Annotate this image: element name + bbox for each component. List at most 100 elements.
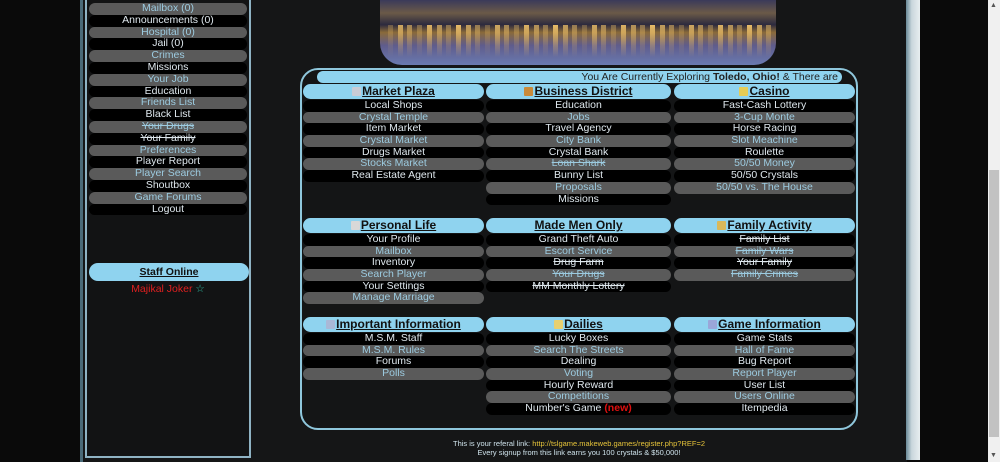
sidebar-item[interactable]: Shoutbox bbox=[89, 179, 247, 192]
menu-link[interactable]: Fast-Cash Lottery bbox=[674, 99, 855, 112]
menu-link[interactable]: Hourly Reward bbox=[486, 379, 671, 392]
menu-link[interactable]: Your Family bbox=[674, 257, 855, 270]
menu-link[interactable]: Competitions bbox=[486, 391, 671, 404]
scroll-up-icon[interactable]: ▲ bbox=[990, 2, 997, 9]
menu-link[interactable]: Search Player bbox=[303, 268, 484, 281]
scroll-down-icon[interactable]: ▼ bbox=[990, 452, 997, 459]
menu-link[interactable]: Mailbox bbox=[303, 245, 484, 258]
section-title[interactable]: Made Men Only bbox=[534, 218, 623, 232]
sidebar-item[interactable]: Player Search bbox=[89, 167, 247, 180]
scrollbar-thumb[interactable] bbox=[989, 170, 999, 437]
menu-link[interactable]: Number's Game (new) bbox=[486, 402, 671, 415]
menu-link[interactable]: M.S.M. Staff bbox=[303, 332, 484, 345]
section-header[interactable]: Casino bbox=[674, 84, 855, 99]
menu-link[interactable]: Report Player bbox=[674, 367, 855, 380]
menu-link[interactable]: Missions bbox=[486, 193, 671, 206]
menu-link[interactable]: MM Monthly Lottery bbox=[486, 280, 671, 293]
menu-link[interactable]: 50/50 Money bbox=[674, 158, 855, 171]
menu-link[interactable]: Item Market bbox=[303, 123, 484, 136]
menu-link[interactable]: Forums bbox=[303, 356, 484, 369]
menu-link[interactable]: Jobs bbox=[486, 111, 671, 124]
sidebar-item[interactable]: Your Family bbox=[89, 132, 247, 145]
menu-link[interactable]: City Bank bbox=[486, 134, 671, 147]
section-title[interactable]: Business District bbox=[534, 84, 633, 98]
menu-link[interactable]: Proposals bbox=[486, 181, 671, 194]
menu-link[interactable]: Family Wars bbox=[674, 245, 855, 258]
menu-link[interactable]: Itempedia bbox=[674, 402, 855, 415]
sidebar-item[interactable]: Player Report bbox=[89, 156, 247, 169]
menu-link[interactable]: Polls bbox=[303, 367, 484, 380]
section-header[interactable]: Dailies bbox=[486, 317, 671, 332]
sidebar-item[interactable]: Preferences bbox=[89, 144, 247, 157]
sidebar-item[interactable]: Your Drugs bbox=[89, 120, 247, 133]
menu-link[interactable]: 3-Cup Monte bbox=[674, 111, 855, 124]
menu-link[interactable]: Search The Streets bbox=[486, 344, 671, 357]
menu-link[interactable]: User List bbox=[674, 379, 855, 392]
menu-link[interactable]: Manage Marriage bbox=[303, 292, 484, 305]
section-title[interactable]: Market Plaza bbox=[362, 84, 435, 98]
menu-link[interactable]: 50/50 vs. The House bbox=[674, 181, 855, 194]
section-title[interactable]: Casino bbox=[749, 84, 790, 98]
menu-link[interactable]: Hall of Fame bbox=[674, 344, 855, 357]
menu-link[interactable]: Voting bbox=[486, 367, 671, 380]
section-title[interactable]: Game Information bbox=[718, 317, 821, 331]
menu-link[interactable]: Family List bbox=[674, 233, 855, 246]
section-title[interactable]: Family Activity bbox=[727, 218, 812, 232]
sidebar-item[interactable]: Your Job bbox=[89, 73, 247, 86]
menu-link[interactable]: Real Estate Agent bbox=[303, 169, 484, 182]
menu-link[interactable]: Your Drugs bbox=[486, 268, 671, 281]
section-header[interactable]: Family Activity bbox=[674, 218, 855, 233]
menu-link[interactable]: Users Online bbox=[674, 391, 855, 404]
sidebar-item[interactable]: Jail (0) bbox=[89, 38, 247, 51]
menu-link[interactable]: Stocks Market bbox=[303, 158, 484, 171]
section-header[interactable]: Important Information bbox=[303, 317, 484, 332]
sidebar-item[interactable]: Friends List bbox=[89, 97, 247, 110]
menu-link[interactable]: Dealing bbox=[486, 356, 671, 369]
sidebar-item[interactable]: Hospital (0) bbox=[89, 26, 247, 39]
section-header[interactable]: Personal Life bbox=[303, 218, 484, 233]
menu-link[interactable]: Loan Shark bbox=[486, 158, 671, 171]
staff-member-link[interactable]: Majikal Joker bbox=[131, 283, 193, 295]
section-title[interactable]: Dailies bbox=[564, 317, 603, 331]
sidebar-item[interactable]: Announcements (0) bbox=[89, 14, 247, 27]
sidebar-item[interactable]: Missions bbox=[89, 61, 247, 74]
menu-link[interactable]: Crystal Market bbox=[303, 134, 484, 147]
menu-link[interactable]: Crystal Bank bbox=[486, 146, 671, 159]
menu-link[interactable]: Slot Meachine bbox=[674, 134, 855, 147]
menu-link[interactable]: Bunny List bbox=[486, 169, 671, 182]
menu-link[interactable]: Drugs Market bbox=[303, 146, 484, 159]
section-header[interactable]: Market Plaza bbox=[303, 84, 484, 99]
section-title[interactable]: Important Information bbox=[336, 317, 461, 331]
sidebar-item[interactable]: Logout bbox=[89, 203, 247, 216]
menu-link[interactable]: Drug Farm bbox=[486, 257, 671, 270]
menu-link[interactable]: Family Crimes bbox=[674, 268, 855, 281]
scrollbar[interactable]: ▲ ▼ bbox=[988, 0, 1000, 462]
referral-link[interactable]: http://tslgame.makeweb.games/register.ph… bbox=[532, 439, 705, 448]
section-header[interactable]: Made Men Only bbox=[486, 218, 671, 233]
sidebar-item[interactable]: Game Forums bbox=[89, 191, 247, 204]
menu-link[interactable]: Game Stats bbox=[674, 332, 855, 345]
menu-link[interactable]: Travel Agency bbox=[486, 123, 671, 136]
section-header[interactable]: Game Information bbox=[674, 317, 855, 332]
section-header[interactable]: Business District bbox=[486, 84, 671, 99]
menu-link[interactable]: 50/50 Crystals bbox=[674, 169, 855, 182]
menu-link[interactable]: Your Settings bbox=[303, 280, 484, 293]
sidebar-item[interactable]: Education bbox=[89, 85, 247, 98]
sidebar-item[interactable]: Mailbox (0) bbox=[89, 2, 247, 15]
section-title[interactable]: Personal Life bbox=[360, 218, 437, 232]
menu-link[interactable]: Local Shops bbox=[303, 99, 484, 112]
menu-link[interactable]: Education bbox=[486, 99, 671, 112]
menu-link[interactable]: Horse Racing bbox=[674, 123, 855, 136]
menu-link[interactable]: Crystal Temple bbox=[303, 111, 484, 124]
light-reflection bbox=[659, 25, 665, 57]
menu-link[interactable]: Inventory bbox=[303, 257, 484, 270]
menu-link[interactable]: Bug Report bbox=[674, 356, 855, 369]
menu-link[interactable]: Escort Service bbox=[486, 245, 671, 258]
menu-link[interactable]: Lucky Boxes bbox=[486, 332, 671, 345]
menu-link[interactable]: M.S.M. Rules bbox=[303, 344, 484, 357]
sidebar-item[interactable]: Crimes bbox=[89, 49, 247, 62]
menu-link[interactable]: Your Profile bbox=[303, 233, 484, 246]
sidebar-item[interactable]: Black List bbox=[89, 108, 247, 121]
menu-link[interactable]: Grand Theft Auto bbox=[486, 233, 671, 246]
menu-link[interactable]: Roulette bbox=[674, 146, 855, 159]
